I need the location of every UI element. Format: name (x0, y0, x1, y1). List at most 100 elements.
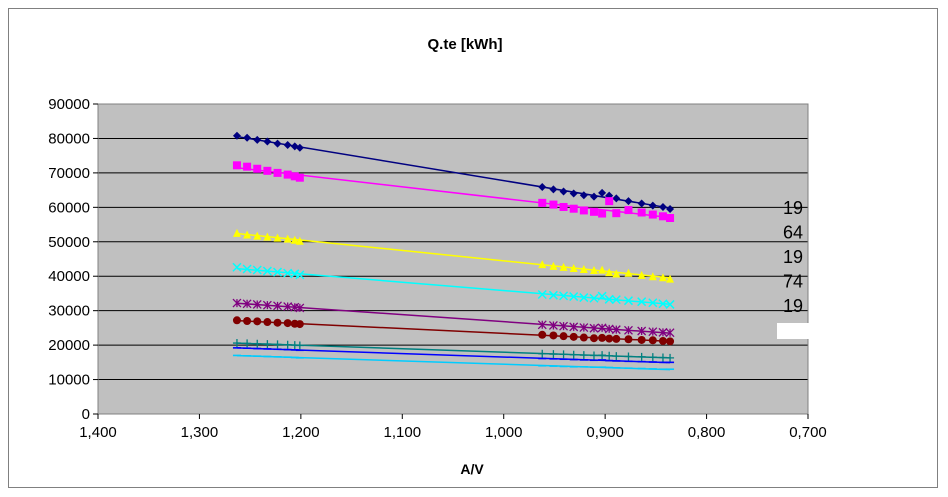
x-tick-label: 1,400 (79, 424, 117, 441)
data-point (665, 328, 675, 338)
y-tick-label: 10000 (48, 372, 90, 389)
axes (93, 103, 809, 419)
data-point (549, 331, 558, 340)
data-point (263, 340, 272, 349)
data-point (283, 140, 292, 149)
data-point (637, 335, 646, 344)
data-point (290, 235, 299, 244)
data-point (538, 330, 547, 339)
data-point (569, 189, 578, 198)
data-point (605, 351, 614, 360)
chart-frame: Q.te [kWh] 0 10000 20000 30000 40000 50000 600… (8, 8, 938, 488)
data-point (598, 188, 607, 197)
data-point (243, 230, 252, 239)
data-point (569, 263, 578, 272)
data-point (549, 200, 558, 209)
data-point (637, 199, 646, 208)
y-tick-label: 50000 (48, 234, 90, 251)
data-point (283, 170, 292, 179)
data-point (548, 321, 558, 330)
side-label: 74 (783, 272, 803, 292)
data-point (589, 192, 598, 201)
data-point (243, 339, 252, 348)
data-point (548, 290, 558, 300)
data-point (598, 333, 607, 342)
data-point (648, 201, 657, 210)
data-point (666, 214, 675, 223)
data-point (569, 322, 579, 332)
data-point (569, 204, 578, 213)
data-point (579, 191, 588, 200)
series-trendline (236, 267, 671, 305)
data-point (666, 337, 675, 346)
data-point (658, 327, 668, 337)
x-axis-title: A/V (460, 461, 484, 477)
plot-border (97, 103, 809, 415)
data-point (243, 162, 252, 171)
data-point (637, 270, 646, 279)
data-point (283, 319, 292, 328)
data-point (232, 316, 241, 325)
data-point (538, 349, 547, 358)
data-point (612, 209, 621, 218)
x-tick-labels: 1,400 1,300 1,200 1,100 1,000 0,900 0,800 0,700 (79, 424, 827, 441)
data-point (624, 325, 633, 335)
x-tick-label: 1,000 (485, 424, 523, 441)
data-point (569, 350, 578, 359)
data-point (623, 296, 634, 306)
side-label: 64 (783, 223, 803, 243)
data-markers (232, 131, 675, 371)
data-point (559, 321, 569, 331)
data-point (605, 334, 614, 343)
data-point (612, 352, 621, 361)
data-point (283, 234, 292, 243)
data-point (283, 340, 292, 349)
data-point (611, 325, 621, 335)
data-point (666, 353, 675, 362)
data-point (589, 293, 599, 303)
data-point (295, 173, 304, 182)
data-point (648, 272, 657, 281)
data-point (537, 320, 547, 330)
data-point (273, 168, 282, 177)
chart-title: Q.te [kWh] (428, 36, 503, 53)
data-point (658, 299, 668, 309)
data-point (243, 317, 252, 325)
data-point (648, 336, 657, 345)
data-point (612, 334, 621, 343)
data-point (589, 207, 598, 216)
data-point (283, 302, 293, 311)
y-tick-label: 90000 (48, 96, 90, 113)
data-point (605, 268, 614, 277)
data-point (295, 303, 305, 313)
data-point (263, 318, 272, 327)
data-point (611, 295, 621, 305)
data-point (253, 339, 262, 348)
x-tick-label: 1,200 (282, 424, 320, 441)
data-point (295, 341, 304, 350)
data-point (549, 350, 558, 359)
data-point (232, 228, 241, 237)
data-point (589, 351, 598, 360)
data-point (658, 202, 667, 211)
data-point (273, 318, 282, 327)
data-point (242, 264, 252, 274)
data-point (273, 340, 282, 349)
data-point (624, 268, 633, 277)
data-point (538, 198, 547, 207)
data-point (242, 299, 252, 309)
data-point (272, 267, 283, 277)
data-point (648, 298, 658, 308)
data-point (559, 350, 568, 359)
data-point (666, 274, 675, 283)
y-tick-label: 30000 (48, 303, 90, 320)
side-labels: 196419741900 (777, 198, 837, 341)
y-tick-label: 70000 (48, 165, 90, 182)
y-tick-label: 60000 (48, 199, 90, 216)
side-label: 19 (783, 198, 803, 218)
data-point (648, 210, 657, 219)
data-point (559, 291, 569, 301)
data-point (290, 172, 299, 181)
data-point (559, 332, 568, 341)
data-point (263, 232, 272, 241)
